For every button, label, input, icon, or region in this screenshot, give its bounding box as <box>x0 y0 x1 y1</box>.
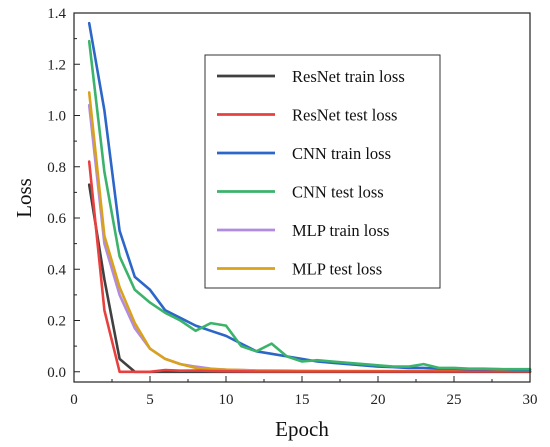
legend-label: CNN test loss <box>292 183 384 202</box>
legend: ResNet train loss ResNet test loss CNN tra… <box>204 54 441 289</box>
y-tick-label: 0.2 <box>47 314 66 330</box>
x-tick-label: 20 <box>371 392 386 408</box>
legend-label: MLP train loss <box>292 221 389 240</box>
x-axis-title: Epoch <box>275 417 329 441</box>
y-axis: 0.0 0.2 0.4 0.6 0.8 1.0 1.2 1.4 <box>47 6 80 381</box>
legend-label: CNN train loss <box>292 144 391 163</box>
y-tick-label: 0.4 <box>47 262 66 278</box>
x-axis: 0 5 10 15 20 25 30 <box>70 376 538 408</box>
y-tick-label: 1.2 <box>47 57 66 73</box>
y-tick-label: 0.6 <box>47 211 66 227</box>
x-tick-label: 30 <box>523 392 538 408</box>
y-tick-label: 0.0 <box>47 365 66 381</box>
y-axis-title: Loss <box>12 178 36 218</box>
legend-label: ResNet train loss <box>292 67 405 86</box>
legend-label: ResNet test loss <box>292 106 397 125</box>
x-tick-label: 10 <box>219 392 234 408</box>
series-layer <box>87 21 532 374</box>
legend-box <box>204 54 441 289</box>
y-tick-label: 1.4 <box>47 6 66 22</box>
y-tick-label: 1.0 <box>47 109 66 125</box>
x-tick-label: 25 <box>447 392 462 408</box>
series-line-resnet-test-loss <box>87 160 532 374</box>
legend-label: MLP test loss <box>292 260 382 279</box>
y-tick-label: 0.8 <box>47 160 66 176</box>
x-tick-label: 5 <box>146 392 154 408</box>
series-line-cnn-test-loss <box>87 39 532 371</box>
x-tick-label: 0 <box>70 392 78 408</box>
x-tick-label: 15 <box>295 392 310 408</box>
